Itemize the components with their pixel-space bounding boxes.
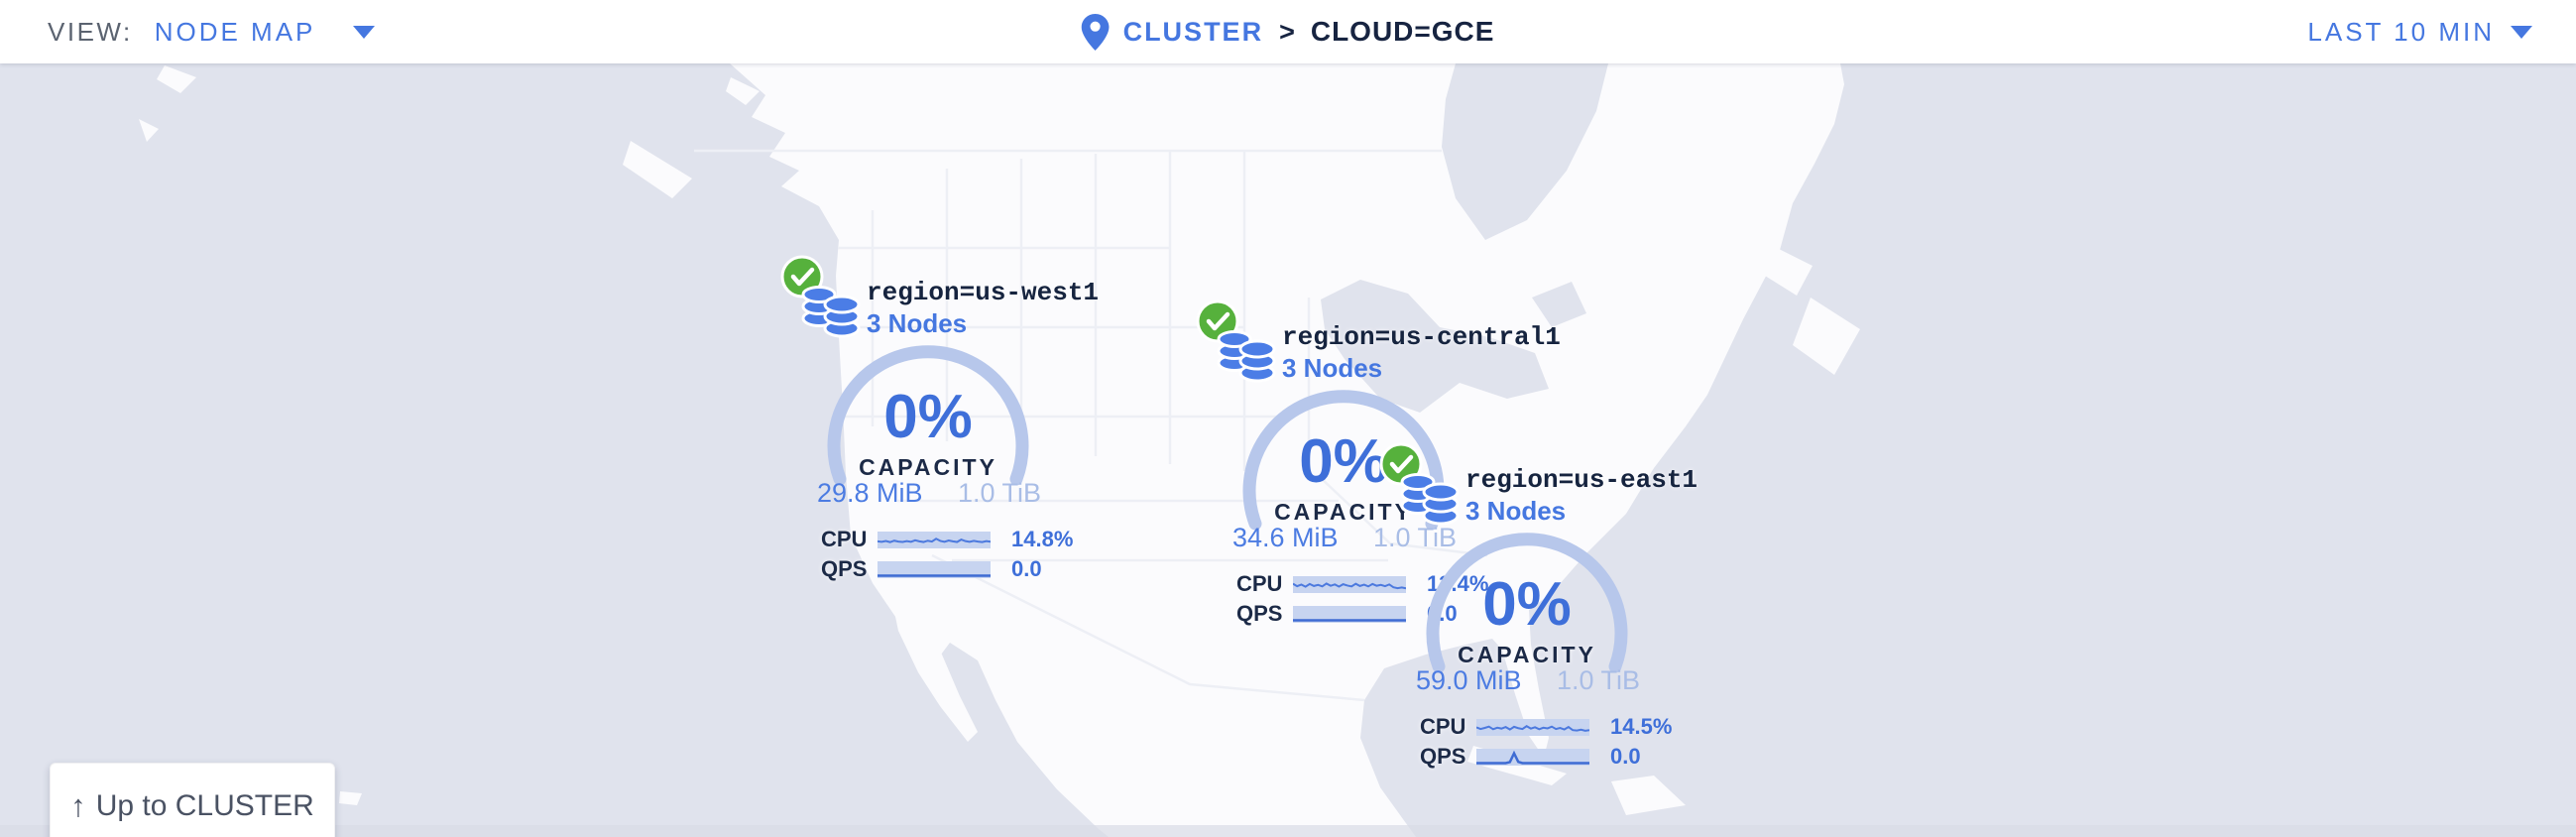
cpu-row: CPU 14.8% (821, 527, 1079, 551)
capacity-gauge-arc (1426, 533, 1628, 673)
capacity-label: CAPACITY (859, 454, 997, 480)
up-button-label: Up to CLUSTER (95, 789, 314, 822)
chevron-down-icon (2511, 25, 2532, 39)
region-metrics: CPU 14.8% QPS 0.0 (821, 527, 1079, 591)
cpu-label: CPU (1420, 714, 1466, 739)
region-nodes-link[interactable]: 3 Nodes (1282, 353, 1383, 383)
qps-value: 0.0 (1610, 744, 1641, 769)
qps-label: QPS (821, 556, 868, 581)
node-map-canvas: 0% CAPACITY 29.8 MiB 1.0 TiB CPU 14.8% Q… (0, 63, 2576, 837)
capacity-total: 1.0 TiB (1372, 523, 1457, 552)
time-range-value[interactable]: LAST 10 MIN (2307, 16, 2495, 47)
breadcrumb-current: CLOUD=GCE (1310, 16, 1495, 47)
qps-sparkline (1476, 749, 1589, 766)
capacity-label: CAPACITY (1274, 499, 1413, 525)
breadcrumb-separator: > (1279, 16, 1295, 47)
cpu-sparkline (1476, 719, 1589, 736)
capacity-gauge-arc (1242, 390, 1445, 531)
qps-sparkline (1293, 606, 1406, 623)
region-name: region=us-east1 (1465, 465, 1698, 495)
location-pin-icon (1081, 13, 1110, 51)
cpu-label: CPU (1236, 571, 1283, 596)
database-stack-icon (798, 280, 864, 341)
capacity-values: 34.6 MiB 1.0 TiB (1232, 525, 1457, 551)
capacity-percent: 0% (883, 383, 973, 451)
arrow-up-icon: ↑ (70, 788, 86, 823)
time-range-selector[interactable]: LAST 10 MIN (2307, 17, 2532, 48)
region-labels: region=us-east1 3 Nodes (1465, 465, 1698, 527)
capacity-label: CAPACITY (1458, 642, 1596, 667)
region-name: region=us-west1 (867, 278, 1100, 307)
breadcrumb: CLUSTER > CLOUD=GCE (1081, 13, 1495, 51)
qps-value: 0.0 (1011, 556, 1042, 581)
region-labels: region=us-west1 3 Nodes (867, 278, 1099, 339)
capacity-percent: 0% (1482, 570, 1572, 639)
region-labels: region=us-central1 3 Nodes (1282, 322, 1561, 384)
database-stack-icon (1397, 467, 1463, 529)
database-stack-icon (1214, 324, 1279, 386)
region-metrics: CPU 14.5% QPS 0.0 (1420, 714, 1678, 778)
cpu-sparkline (1293, 576, 1406, 593)
qps-row: QPS 0.0 (1420, 744, 1678, 769)
qps-row: QPS 0.0 (821, 556, 1079, 581)
capacity-total: 1.0 TiB (1556, 665, 1640, 695)
up-to-cluster-button[interactable]: ↑ Up to CLUSTER (50, 763, 335, 837)
region-name: region=us-central1 (1282, 322, 1561, 352)
north-america-map (0, 63, 2576, 837)
view-selector[interactable]: VIEW: NODE MAP (48, 16, 376, 48)
view-label: VIEW: (48, 16, 133, 47)
cpu-value: 14.8% (1011, 527, 1074, 551)
cpu-value: 14.5% (1610, 714, 1673, 739)
qps-label: QPS (1420, 744, 1466, 769)
capacity-values: 59.0 MiB 1.0 TiB (1416, 667, 1640, 694)
capacity-total: 1.0 TiB (957, 478, 1041, 508)
capacity-percent: 0% (1299, 427, 1388, 496)
capacity-values: 29.8 MiB 1.0 TiB (817, 480, 1041, 507)
capacity-used: 59.0 MiB (1416, 665, 1522, 695)
cpu-label: CPU (821, 527, 868, 551)
capacity-used: 29.8 MiB (817, 478, 923, 508)
cpu-row: CPU 14.5% (1420, 714, 1678, 739)
capacity-used: 34.6 MiB (1232, 523, 1339, 552)
cpu-sparkline (878, 532, 991, 548)
qps-label: QPS (1236, 601, 1283, 626)
view-value[interactable]: NODE MAP (154, 16, 316, 47)
capacity-gauge-arc (827, 345, 1029, 486)
region-nodes-link[interactable]: 3 Nodes (867, 308, 968, 338)
breadcrumb-cluster-link[interactable]: CLUSTER (1122, 16, 1264, 47)
top-bar: VIEW: NODE MAP CLUSTER > CLOUD=GCE LAST … (0, 0, 2576, 63)
chevron-down-icon (353, 25, 376, 39)
region-nodes-link[interactable]: 3 Nodes (1465, 496, 1567, 526)
qps-sparkline (878, 561, 991, 578)
